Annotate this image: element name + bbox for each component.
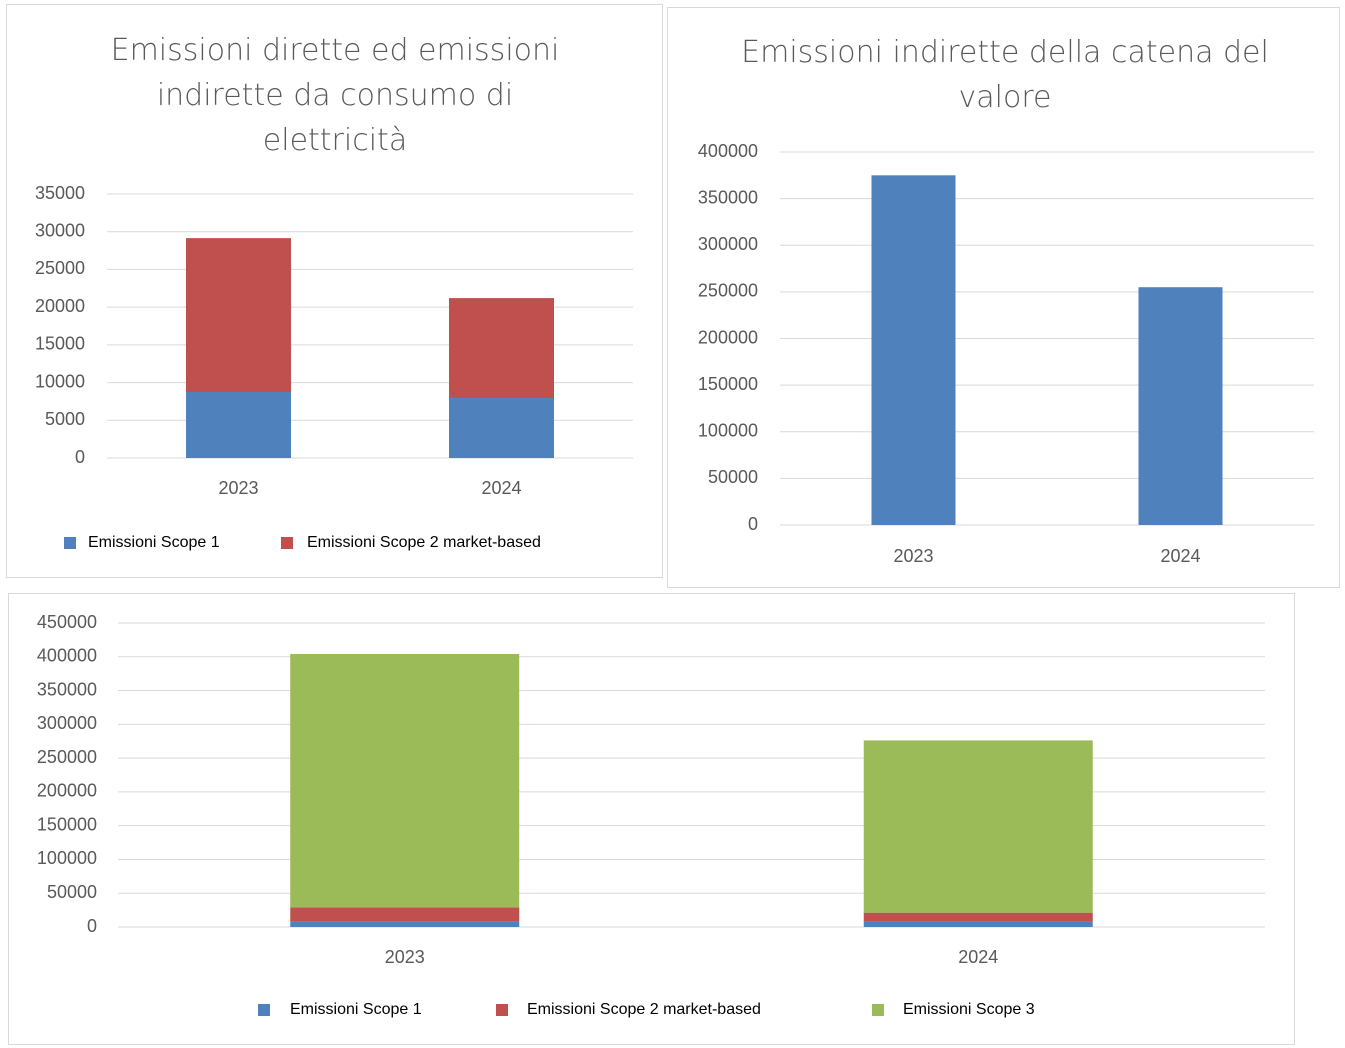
chart-title: Emissioni dirette ed emissioni indirette… [110,33,560,158]
legend-label: Emissioni Scope 1 [290,1001,422,1018]
y-tick-label: 250000 [698,281,758,301]
bar-segment [290,921,520,927]
y-tick-label: 150000 [37,814,97,834]
y-tick-label: 15000 [35,334,85,354]
legend-label: Emissioni Scope 3 [903,1001,1035,1018]
y-tick-label: 100000 [698,421,758,441]
x-tick-label: 2024 [958,947,998,967]
chart-frame [8,593,1295,1045]
legend-swatch [872,1004,884,1016]
legend-swatch [64,537,76,549]
bar [871,175,956,525]
legend-label: Emissioni Scope 1 [88,534,220,551]
y-tick-label: 150000 [698,374,758,394]
x-tick-label: 2023 [218,478,258,498]
y-tick-label: 200000 [698,327,758,347]
bar-segment [290,907,520,922]
bar-segment [863,912,1093,922]
legend-label: Emissioni Scope 2 market-based [527,1001,761,1018]
x-tick-label: 2024 [481,478,521,498]
y-tick-label: 250000 [37,747,97,767]
legend-label: Emissioni Scope 2 market-based [307,534,541,551]
y-tick-label: 5000 [45,409,85,429]
y-tick-label: 350000 [698,187,758,207]
y-tick-label: 400000 [698,141,758,161]
y-tick-label: 0 [87,916,97,936]
bar [1138,287,1223,525]
bar-segment [186,238,291,392]
y-tick-label: 50000 [708,467,758,487]
legend-swatch [258,1004,270,1016]
bar-segment [449,298,554,399]
y-tick-label: 20000 [35,296,85,316]
y-tick-label: 10000 [35,371,85,391]
bar-segment [449,398,554,458]
chart-frame [6,4,663,578]
y-tick-label: 300000 [698,234,758,254]
chart-frame [667,7,1340,588]
bar-segment [186,392,291,458]
y-tick-label: 25000 [35,258,85,278]
y-tick-label: 30000 [35,220,85,240]
y-tick-label: 50000 [47,882,97,902]
y-tick-label: 450000 [37,612,97,632]
y-tick-label: 400000 [37,646,97,666]
x-tick-label: 2023 [385,947,425,967]
legend-swatch [281,537,293,549]
y-tick-label: 35000 [35,183,85,203]
bar-segment [863,921,1093,927]
y-tick-label: 200000 [37,781,97,801]
y-tick-label: 300000 [37,713,97,733]
y-tick-label: 100000 [37,848,97,868]
chart-title: Emissioni indirette della catena del val… [741,35,1269,115]
y-tick-label: 0 [748,514,758,534]
bar-segment [290,653,520,908]
x-tick-label: 2024 [1160,546,1200,566]
legend-swatch [496,1004,508,1016]
y-tick-label: 0 [75,447,85,467]
y-tick-label: 350000 [37,679,97,699]
x-tick-label: 2023 [893,546,933,566]
bar-segment [863,740,1093,913]
